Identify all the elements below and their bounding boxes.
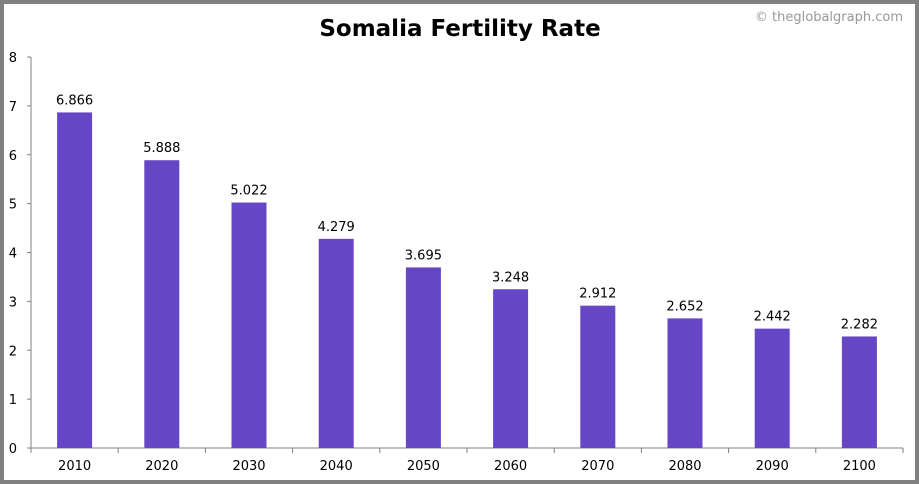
- bar: [318, 238, 354, 448]
- x-tick-label: 2070: [581, 459, 614, 474]
- bar: [405, 267, 441, 448]
- watermark: © theglobalgraph.com: [755, 10, 903, 25]
- y-tick-label: 1: [9, 393, 17, 408]
- chart-title: Somalia Fertility Rate: [319, 16, 600, 42]
- bar: [231, 202, 267, 448]
- data-label: 3.248: [492, 270, 529, 285]
- x-tick-label: 2060: [494, 459, 527, 474]
- y-tick-label: 7: [9, 100, 17, 115]
- data-label: 2.652: [666, 299, 703, 314]
- x-tick-label: 2040: [320, 459, 353, 474]
- y-tick-label: 5: [9, 198, 17, 213]
- x-tick-label: 2090: [756, 459, 789, 474]
- bar: [580, 305, 616, 448]
- y-tick-label: 4: [9, 247, 17, 262]
- y-tick-label: 2: [9, 344, 17, 359]
- y-tick-label: 0: [9, 442, 17, 457]
- x-tick-label: 2050: [407, 459, 440, 474]
- bar: [754, 328, 790, 448]
- x-tick-label: 2100: [843, 459, 876, 474]
- data-label: 5.022: [230, 184, 267, 199]
- x-tick-label: 2010: [58, 459, 91, 474]
- data-label: 6.866: [56, 93, 93, 108]
- y-tick-label: 8: [9, 51, 17, 66]
- data-label: 5.888: [143, 141, 180, 156]
- x-tick-label: 2080: [668, 459, 701, 474]
- x-tick-label: 2030: [232, 459, 265, 474]
- bar: [493, 289, 529, 448]
- data-label: 2.912: [579, 287, 616, 302]
- bar: [57, 112, 93, 448]
- y-tick-label: 3: [9, 295, 17, 310]
- x-tick-label: 2020: [145, 459, 178, 474]
- bar: [841, 336, 877, 448]
- data-label: 2.282: [841, 317, 878, 332]
- data-label: 3.695: [405, 248, 442, 263]
- bar: [144, 160, 180, 448]
- y-tick-label: 6: [9, 149, 17, 164]
- data-label: 2.442: [754, 310, 791, 325]
- bar: [667, 318, 703, 448]
- data-label: 4.279: [318, 220, 355, 235]
